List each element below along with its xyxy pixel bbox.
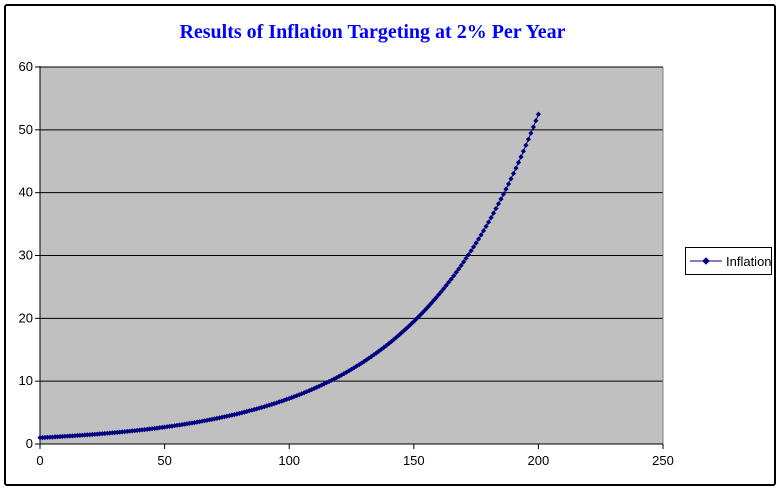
x-tick-label: 50	[157, 453, 171, 468]
legend: Inflation	[685, 247, 772, 275]
chart-title: Results of Inflation Targeting at 2% Per…	[179, 21, 566, 43]
y-tick-label: 50	[19, 122, 33, 137]
y-tick-label: 30	[19, 248, 33, 263]
y-tick-label: 60	[19, 59, 33, 74]
x-tick-label: 0	[36, 453, 43, 468]
x-tick-label: 200	[528, 453, 550, 468]
x-tick-label: 250	[652, 453, 674, 468]
x-tick-label: 150	[403, 453, 425, 468]
y-tick-label: 40	[19, 185, 33, 200]
legend-marker-icon	[690, 257, 722, 265]
x-tick-label: 100	[278, 453, 300, 468]
legend-label: Inflation	[726, 253, 772, 269]
y-tick-label: 10	[19, 373, 33, 388]
y-tick-label: 20	[19, 310, 33, 325]
y-tick-label: 0	[26, 436, 33, 451]
chart-border	[4, 4, 776, 486]
